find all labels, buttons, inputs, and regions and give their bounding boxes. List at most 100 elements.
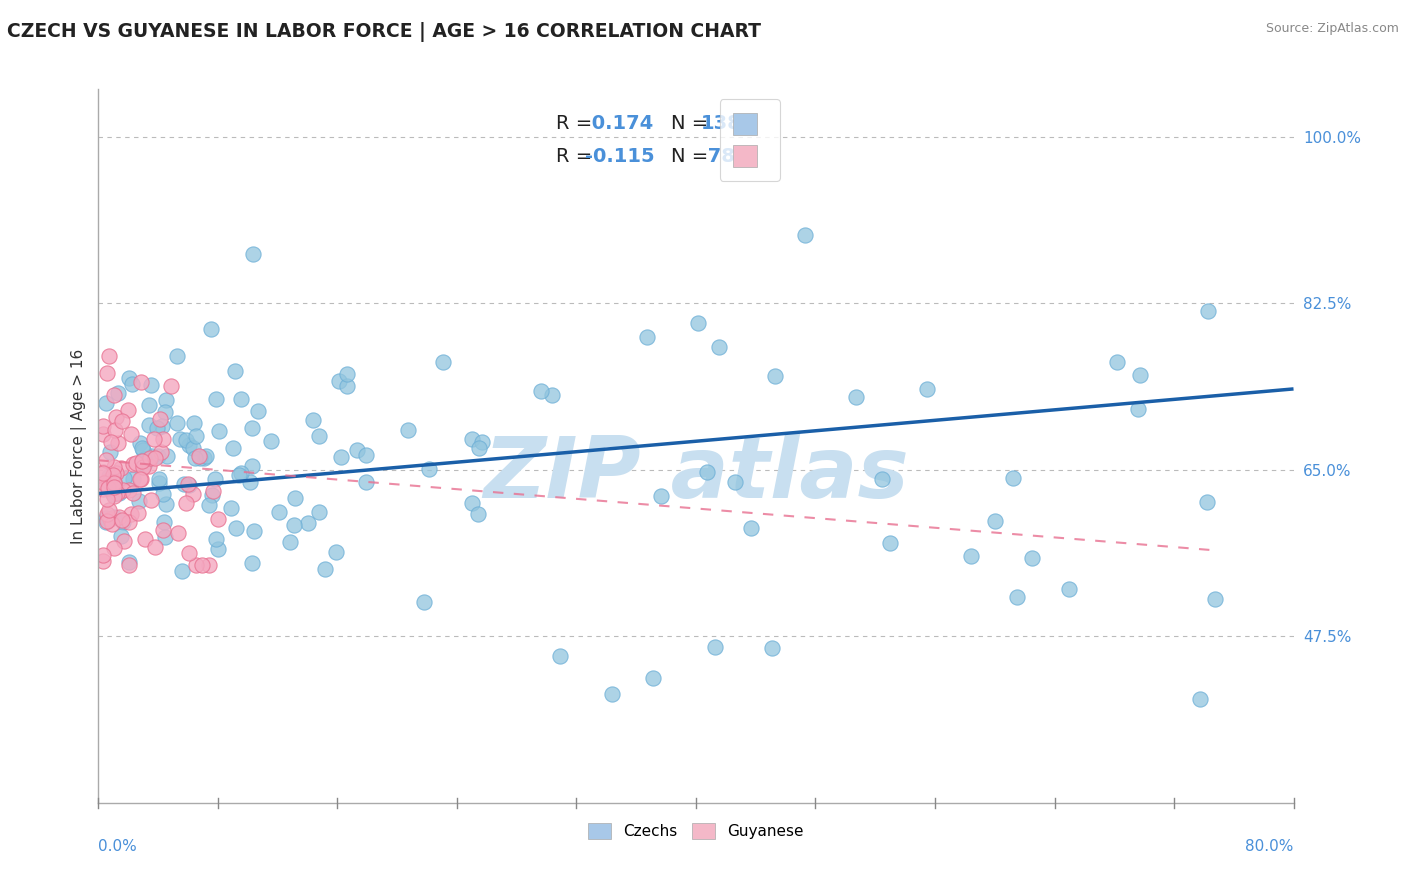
Point <box>155 496 177 510</box>
Point <box>97 349 120 363</box>
Point <box>94 511 117 525</box>
Point <box>418 462 440 476</box>
Point <box>96 515 118 529</box>
Point <box>101 487 124 501</box>
Point <box>132 443 155 458</box>
Point <box>143 540 166 554</box>
Point <box>301 412 323 426</box>
Point <box>242 421 264 435</box>
Point <box>103 388 125 402</box>
Point <box>188 450 211 464</box>
Point <box>104 423 127 437</box>
Point <box>221 441 243 455</box>
Point <box>96 366 118 380</box>
Point <box>283 518 305 533</box>
Point <box>103 510 125 524</box>
Point <box>103 480 125 494</box>
Point <box>1105 355 1128 369</box>
Point <box>103 460 125 475</box>
Point <box>100 435 122 450</box>
Point <box>247 404 270 418</box>
Point <box>152 418 174 433</box>
Point <box>156 449 179 463</box>
Point <box>260 434 283 449</box>
Point <box>432 355 454 369</box>
Point <box>110 529 132 543</box>
Point <box>105 486 128 500</box>
Point <box>131 460 153 475</box>
Text: ZIP atlas: ZIP atlas <box>484 433 908 516</box>
Point <box>97 475 120 490</box>
Point <box>103 475 125 489</box>
Point <box>198 558 221 572</box>
Text: R =: R = <box>557 114 599 133</box>
Point <box>229 392 252 407</box>
Point <box>152 487 174 501</box>
Point <box>91 465 114 479</box>
Point <box>166 416 188 430</box>
Point <box>1197 304 1219 318</box>
Point <box>354 475 377 490</box>
Point <box>336 378 359 392</box>
Point <box>131 454 153 468</box>
Point <box>103 467 125 482</box>
Point <box>107 386 129 401</box>
Point <box>134 532 156 546</box>
Text: 0.0%: 0.0% <box>98 839 138 854</box>
Point <box>91 419 114 434</box>
Point <box>122 457 145 471</box>
Point <box>174 434 197 448</box>
Point <box>131 454 153 468</box>
Point <box>641 671 664 685</box>
Point <box>118 371 141 385</box>
Point <box>155 392 177 407</box>
Point <box>1005 590 1028 604</box>
Point <box>98 480 121 494</box>
Point <box>129 472 152 486</box>
Point <box>138 398 160 412</box>
Text: 0.174: 0.174 <box>585 114 652 133</box>
Point <box>845 390 868 404</box>
Point <box>325 545 347 559</box>
Point <box>131 441 153 455</box>
Point <box>138 458 160 473</box>
Point <box>696 465 718 479</box>
Point <box>1002 471 1025 485</box>
Point <box>191 558 214 572</box>
Point <box>225 521 247 535</box>
Point <box>278 534 301 549</box>
Point <box>636 330 658 344</box>
Point <box>91 482 114 496</box>
Point <box>541 388 564 402</box>
Point <box>461 496 484 510</box>
Point <box>329 450 352 464</box>
Point <box>153 405 176 419</box>
Point <box>740 521 762 535</box>
Point <box>207 542 229 557</box>
Text: 138: 138 <box>700 114 741 133</box>
Point <box>917 382 939 396</box>
Point <box>239 475 262 489</box>
Point <box>96 492 118 507</box>
Point <box>208 425 231 439</box>
Point <box>96 507 118 521</box>
Point <box>91 548 114 562</box>
Point <box>201 487 224 501</box>
Point <box>100 444 122 458</box>
Point <box>111 483 134 498</box>
Point <box>160 378 183 392</box>
Point <box>121 377 143 392</box>
Point <box>101 516 124 531</box>
Point <box>707 340 730 354</box>
Point <box>703 640 725 655</box>
Point <box>111 513 134 527</box>
Point <box>184 429 207 443</box>
Point <box>108 509 131 524</box>
Point <box>297 516 319 530</box>
Point <box>149 412 172 426</box>
Point <box>107 436 129 450</box>
Point <box>346 443 368 458</box>
Point <box>1129 368 1152 382</box>
Text: 80.0%: 80.0% <box>1246 839 1294 854</box>
Point <box>794 228 817 243</box>
